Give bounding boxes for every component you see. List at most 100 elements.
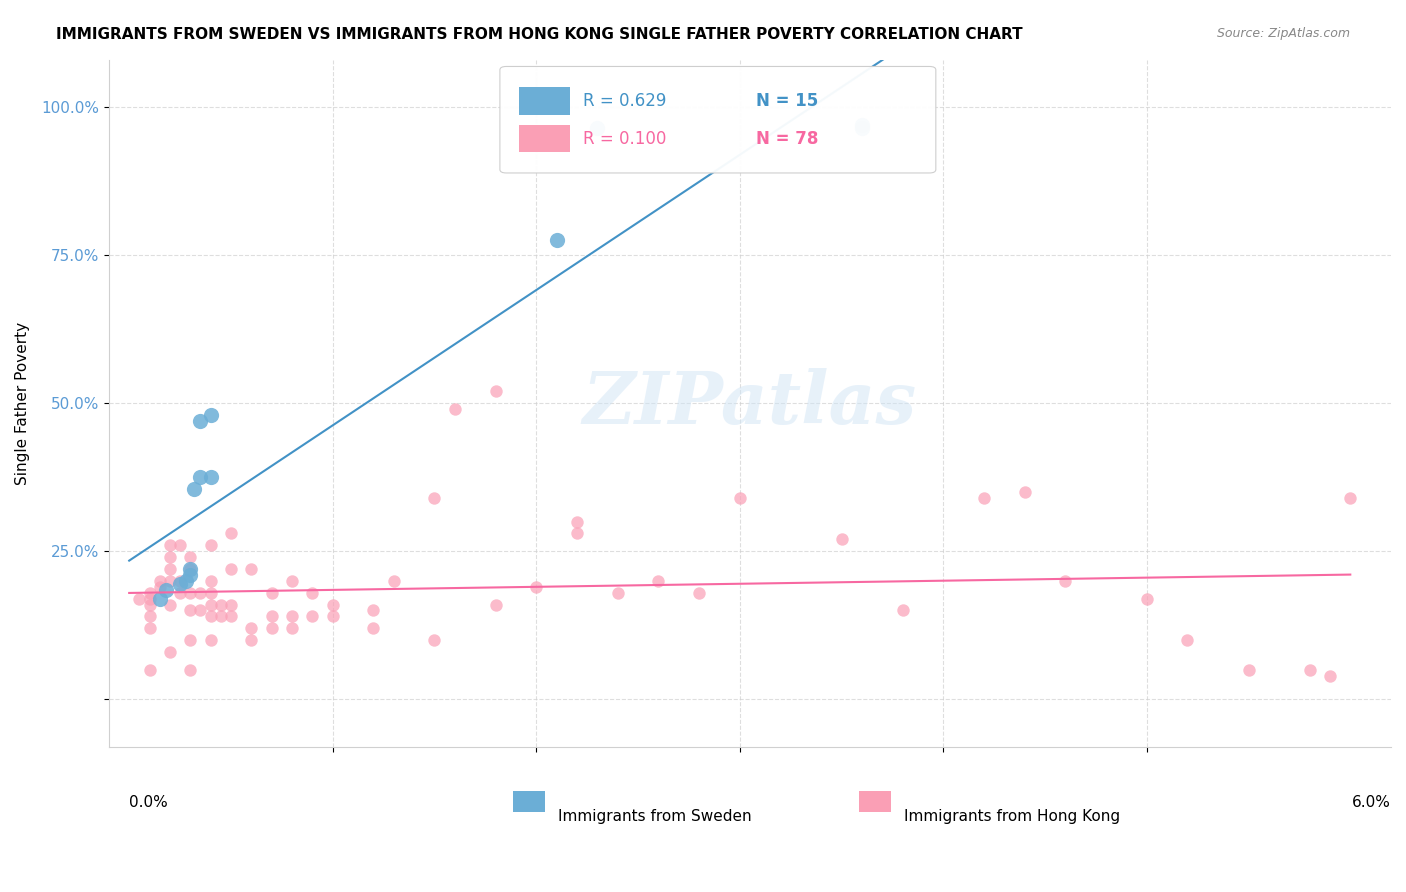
Point xyxy=(190,470,212,484)
Point xyxy=(1339,491,1361,505)
Point xyxy=(159,574,181,588)
Point xyxy=(240,562,263,576)
Point xyxy=(159,598,181,612)
Point xyxy=(179,562,201,576)
Bar xyxy=(519,125,571,153)
Point xyxy=(179,568,201,582)
Point xyxy=(524,580,547,594)
Point xyxy=(586,120,609,135)
Point xyxy=(179,603,201,617)
Point xyxy=(728,491,751,505)
Point xyxy=(1298,663,1320,677)
Point xyxy=(200,585,222,599)
Point xyxy=(240,633,263,648)
Point xyxy=(169,538,191,552)
Point xyxy=(190,414,212,428)
Point xyxy=(149,574,172,588)
Point xyxy=(260,621,283,635)
Point xyxy=(179,562,201,576)
Point xyxy=(973,491,995,505)
Point xyxy=(831,533,853,547)
Point xyxy=(138,591,160,606)
Text: Immigrants from Hong Kong: Immigrants from Hong Kong xyxy=(904,808,1121,823)
Point xyxy=(1014,485,1036,500)
Point xyxy=(209,598,232,612)
Text: N = 78: N = 78 xyxy=(756,129,818,147)
Point xyxy=(219,598,242,612)
Point xyxy=(219,609,242,624)
Point xyxy=(174,574,197,588)
Point xyxy=(169,576,191,591)
Point xyxy=(200,633,222,648)
Point xyxy=(260,609,283,624)
Point xyxy=(281,621,304,635)
Point xyxy=(1319,668,1341,682)
Point xyxy=(159,645,181,659)
Point xyxy=(179,550,201,565)
Point xyxy=(200,598,222,612)
Point xyxy=(1136,591,1159,606)
Point xyxy=(1054,574,1077,588)
Point xyxy=(200,574,222,588)
Point xyxy=(301,609,323,624)
Point xyxy=(647,574,669,588)
Point xyxy=(138,598,160,612)
Text: ZIPatlas: ZIPatlas xyxy=(583,368,917,439)
Point xyxy=(200,470,222,484)
Point xyxy=(159,562,181,576)
Text: 6.0%: 6.0% xyxy=(1353,795,1391,810)
Point xyxy=(423,491,446,505)
Point xyxy=(851,118,873,132)
Point xyxy=(382,574,405,588)
Point xyxy=(322,609,344,624)
Point xyxy=(565,515,588,529)
Point xyxy=(688,585,710,599)
Point xyxy=(159,550,181,565)
Point xyxy=(546,233,568,247)
Point xyxy=(260,585,283,599)
Point xyxy=(200,609,222,624)
Point xyxy=(179,663,201,677)
Point xyxy=(209,609,232,624)
Point xyxy=(169,585,191,599)
Point xyxy=(281,574,304,588)
Point xyxy=(190,603,212,617)
Point xyxy=(183,482,205,496)
Point xyxy=(423,633,446,648)
Text: R = 0.629: R = 0.629 xyxy=(583,92,666,110)
Text: Immigrants from Sweden: Immigrants from Sweden xyxy=(558,808,751,823)
Point xyxy=(219,526,242,541)
Point xyxy=(565,526,588,541)
Point xyxy=(149,580,172,594)
Point xyxy=(891,603,914,617)
Point xyxy=(301,585,323,599)
Point xyxy=(1237,663,1260,677)
Point xyxy=(149,591,172,606)
Point xyxy=(179,633,201,648)
Point xyxy=(219,562,242,576)
Text: Source: ZipAtlas.com: Source: ZipAtlas.com xyxy=(1216,27,1350,40)
Point xyxy=(484,384,506,399)
Text: IMMIGRANTS FROM SWEDEN VS IMMIGRANTS FROM HONG KONG SINGLE FATHER POVERTY CORREL: IMMIGRANTS FROM SWEDEN VS IMMIGRANTS FRO… xyxy=(56,27,1024,42)
Bar xyxy=(519,87,571,114)
Point xyxy=(159,538,181,552)
Point xyxy=(128,591,150,606)
Text: 0.0%: 0.0% xyxy=(129,795,167,810)
FancyBboxPatch shape xyxy=(501,67,936,173)
Point xyxy=(169,574,191,588)
Point xyxy=(138,621,160,635)
Point xyxy=(179,585,201,599)
Text: N = 15: N = 15 xyxy=(756,92,818,110)
Point xyxy=(138,585,160,599)
Point xyxy=(138,663,160,677)
Point xyxy=(443,402,465,417)
Point xyxy=(190,585,212,599)
Text: R = 0.100: R = 0.100 xyxy=(583,129,666,147)
Point xyxy=(322,598,344,612)
Point xyxy=(240,621,263,635)
Point xyxy=(1177,633,1199,648)
Bar xyxy=(513,791,544,812)
Point xyxy=(851,120,873,135)
Point xyxy=(484,598,506,612)
Point xyxy=(606,585,628,599)
